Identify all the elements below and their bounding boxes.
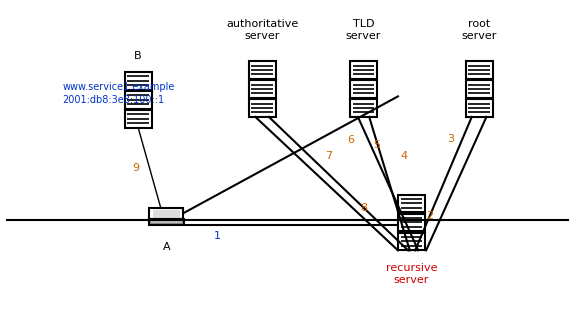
Text: 4: 4: [401, 151, 408, 161]
Bar: [350, 80, 377, 98]
Bar: [248, 80, 275, 98]
Bar: [151, 221, 182, 223]
Text: 1: 1: [213, 231, 221, 241]
Bar: [153, 210, 180, 218]
Text: www.service1.example
2001:db8:3e8:100::1: www.service1.example 2001:db8:3e8:100::1: [62, 82, 174, 105]
Text: 6: 6: [347, 136, 354, 146]
Bar: [350, 99, 377, 117]
Bar: [398, 213, 425, 231]
Bar: [125, 91, 152, 109]
Bar: [466, 99, 493, 117]
Text: TLD
server: TLD server: [346, 19, 381, 41]
Bar: [398, 195, 425, 212]
Text: 7: 7: [325, 151, 332, 161]
Bar: [350, 61, 377, 79]
Text: B: B: [135, 51, 142, 61]
Text: root
server: root server: [461, 19, 497, 41]
Bar: [148, 219, 184, 225]
Bar: [248, 61, 275, 79]
Bar: [398, 233, 425, 250]
Text: authoritative
server: authoritative server: [226, 19, 298, 41]
Text: A: A: [163, 242, 170, 252]
Bar: [125, 110, 152, 128]
Text: 9: 9: [132, 163, 139, 173]
Text: recursive
server: recursive server: [386, 263, 437, 285]
Bar: [125, 72, 152, 90]
Bar: [248, 99, 275, 117]
Text: 3: 3: [447, 134, 454, 144]
Text: 8: 8: [360, 203, 367, 213]
Text: 2: 2: [427, 211, 434, 221]
Text: 5: 5: [373, 140, 380, 150]
Bar: [466, 80, 493, 98]
Bar: [466, 61, 493, 79]
Bar: [150, 208, 183, 219]
